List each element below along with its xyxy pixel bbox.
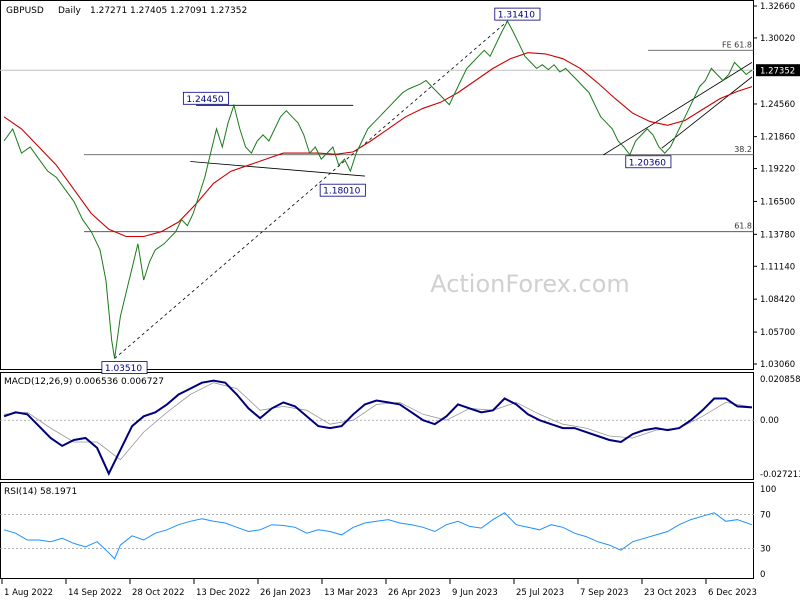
trendline	[603, 62, 753, 156]
level-label: 38.2	[734, 145, 752, 154]
rsi-line	[3, 512, 753, 560]
price-annotation-box	[319, 183, 366, 197]
x-tick-label: 6 Dec 2023	[708, 588, 757, 598]
y-tick-label: 1.11140	[760, 262, 795, 272]
y-tick-label: 1.03060	[760, 360, 795, 370]
price-annotation: 1.24450	[186, 95, 223, 105]
trendline	[190, 161, 365, 177]
rsi-y-tick-label: 30	[760, 545, 771, 555]
macd-panel-frame	[0, 372, 754, 480]
macd-layer: MACD(12,26,9) 0.006536 0.006727 0.020858…	[0, 375, 800, 480]
high-value: 1.27405	[130, 6, 167, 16]
x-tick-label: 26 Jan 2023	[260, 588, 311, 598]
instrument-label: GBPUSD	[6, 6, 44, 16]
x-tick-label: 26 Apr 2023	[388, 588, 441, 598]
y-tick-label: 1.13780	[760, 230, 795, 240]
price-annotation-box	[625, 155, 672, 169]
macd-title: MACD(12,26,9) 0.006536 0.006727	[4, 377, 164, 387]
macd-line	[3, 379, 753, 476]
x-tick-label: 1 Aug 2022	[4, 588, 53, 598]
timeframe-label: Daily	[58, 6, 81, 16]
current-price-label: 1.27352	[760, 67, 795, 77]
price-annotation: 1.18010	[323, 187, 360, 197]
x-tick-label: 25 Jul 2023	[516, 588, 564, 598]
rsi-layer: RSI(14) 58.1971 100 70 30 0	[0, 485, 776, 580]
level-label: FE 61.8	[722, 40, 752, 49]
price-line	[3, 20, 753, 359]
low-value: 1.27091	[170, 6, 207, 16]
price-annotation-box	[101, 361, 148, 374]
y-tick-label: 1.30020	[760, 34, 795, 44]
dashed-trendline	[114, 20, 508, 359]
chart-header: GBPUSD Daily 1.27271 1.27405 1.27091 1.2…	[6, 6, 247, 16]
moving-average-line	[3, 52, 753, 238]
y-tick-label: 1.08420	[760, 295, 795, 305]
macd-y-tick-label: -0.027213	[760, 470, 800, 480]
close-value: 1.27352	[210, 6, 247, 16]
x-tick-label: 28 Oct 2022	[132, 588, 185, 598]
trendline	[661, 76, 753, 149]
rsi-y-tick-label: 70	[760, 511, 771, 521]
y-tick-label: 1.32660	[760, 2, 795, 12]
price-layer: FE 61.8 38.2 61.8 1.31410 1.24450 1.18010 1.20…	[0, 2, 800, 374]
macd-y-tick-label: 0.00	[760, 416, 779, 426]
price-annotation: 1.20360	[629, 158, 666, 168]
x-axis: 1 Aug 2022 14 Sep 2022 28 Oct 2022 13 Dec 2…	[1, 579, 757, 598]
x-tick-label: 14 Sep 2022	[68, 588, 122, 598]
rsi-y-tick-label: 100	[760, 485, 776, 495]
x-tick-label: 13 Mar 2023	[324, 588, 378, 598]
price-annotation-box	[182, 91, 229, 105]
rsi-title: RSI(14) 58.1971	[4, 487, 77, 497]
level-label: 61.8	[734, 222, 752, 231]
x-tick-label: 13 Dec 2022	[196, 588, 250, 598]
price-annotation: 1.03510	[105, 364, 142, 374]
macd-signal-line	[3, 382, 753, 461]
current-price-tag	[756, 64, 800, 77]
open-value: 1.27271	[90, 6, 127, 16]
y-tick-label: 1.21860	[760, 133, 795, 143]
macd-y-tick-label: 0.020858	[760, 375, 800, 385]
x-tick-label: 23 Oct 2023	[644, 588, 697, 598]
y-tick-label: 1.16500	[760, 197, 795, 207]
rsi-panel-frame	[0, 482, 754, 579]
x-tick-label: 9 Jun 2023	[452, 588, 498, 598]
y-tick-label: 1.05700	[760, 328, 795, 338]
watermark: ActionForex.com	[430, 270, 630, 298]
price-panel-frame	[0, 0, 754, 370]
price-annotation-box	[494, 7, 541, 21]
price-annotation: 1.31410	[498, 11, 535, 21]
y-tick-label: 1.24560	[760, 100, 795, 110]
y-tick-label: 1.19220	[760, 165, 795, 175]
x-tick-label: 7 Sep 2023	[580, 588, 628, 598]
rsi-y-tick-label: 0	[760, 570, 765, 580]
